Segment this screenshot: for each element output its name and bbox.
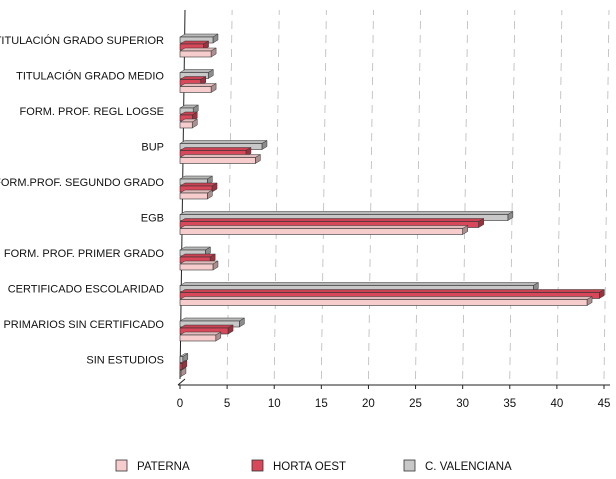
gridline-10: [273, 9, 280, 380]
x-tick-label: 20: [362, 398, 375, 410]
bar-top-paterna: [179, 154, 262, 158]
bar-top-horta-oest: [179, 147, 252, 151]
bar-top-paterna: [179, 331, 222, 336]
category-label: FORM. PROF. PRIMER GRADO: [4, 248, 165, 260]
bar-paterna: [179, 86, 212, 93]
bar-paterna: [179, 334, 217, 342]
gridline-25: [415, 9, 421, 380]
gridline-15: [320, 9, 327, 380]
axis-corner: [177, 378, 186, 386]
category-label: SIN ESTUDIOS: [86, 355, 164, 367]
x-tick-label: 30: [456, 398, 469, 410]
bar-top-horta-oest: [179, 253, 217, 258]
gridline-5: [226, 9, 233, 380]
category-label: FORM.PROF. SEGUNDO GRADO: [0, 177, 164, 189]
bar-paterna: [179, 370, 182, 377]
bar-top-paterna: [179, 260, 219, 265]
bar-paterna: [179, 299, 588, 306]
bar-top-horta-oest: [179, 182, 218, 187]
x-tick-label: 35: [503, 398, 516, 410]
gridline-30: [462, 9, 469, 380]
legend-label: HORTA OEST: [273, 461, 346, 473]
legend-swatch: [251, 459, 264, 472]
category-label: CERTIFICADO ESCOLARIDAD: [8, 284, 164, 296]
bar-top-paterna: [179, 83, 217, 87]
bar-top-paterna: [179, 189, 214, 194]
bar-paterna: [179, 263, 214, 271]
bar-top-horta-oest: [179, 324, 234, 329]
bar-top-c-valenciana: [179, 282, 540, 286]
x-tick-label: 5: [224, 398, 230, 410]
bar-top-paterna: [179, 225, 469, 229]
category-label: BUP: [141, 142, 164, 154]
legend-swatch: [403, 459, 416, 472]
bar-top-c-valenciana: [179, 140, 268, 144]
bar-top-c-valenciana: [179, 211, 514, 215]
x-tick-label: 25: [409, 398, 422, 410]
x-tick-label: 15: [315, 398, 328, 410]
category-label: TITULACIÓN GRADO MEDIO: [16, 70, 164, 83]
bar-top-c-valenciana: [179, 33, 219, 38]
category-label: PRIMARIOS SIN CERTIFICADO: [3, 319, 164, 331]
category-label: EGB: [141, 213, 164, 225]
bar-horta-oest: [179, 363, 183, 370]
category-label: FORM. PROF. REGL LOGSE: [20, 106, 164, 118]
bar-c-valenciana: [179, 356, 184, 363]
legend-label: PATERNA: [137, 461, 190, 473]
bar-top-horta-oest: [179, 289, 606, 293]
bar-top-horta-oest: [179, 218, 485, 222]
bar-paterna: [179, 157, 256, 164]
bar-paterna: [179, 228, 463, 235]
gridline-40: [556, 9, 563, 380]
bar-paterna: [179, 192, 208, 200]
bar-top-c-valenciana: [179, 317, 246, 322]
gridline-45: [603, 9, 610, 380]
x-tick-label: 10: [268, 398, 281, 410]
bar-top-c-valenciana: [179, 69, 215, 73]
bar-top-c-valenciana: [179, 175, 214, 180]
legend-label: C. VALENCIANA: [425, 461, 512, 473]
bar-top-paterna: [179, 47, 217, 52]
legend-swatch: [115, 459, 128, 472]
bar-paterna: [179, 50, 212, 58]
x-tick-label: 40: [550, 398, 563, 410]
category-label: TITULACIÓN GRADO SUPERIOR: [0, 34, 164, 47]
x-tick-label: 0: [177, 398, 183, 410]
x-tick-label: 45: [598, 398, 611, 410]
gridline-20: [368, 9, 374, 380]
gridline-35: [509, 9, 516, 380]
bar-top-paterna: [179, 296, 593, 300]
bar-paterna: [179, 121, 193, 129]
